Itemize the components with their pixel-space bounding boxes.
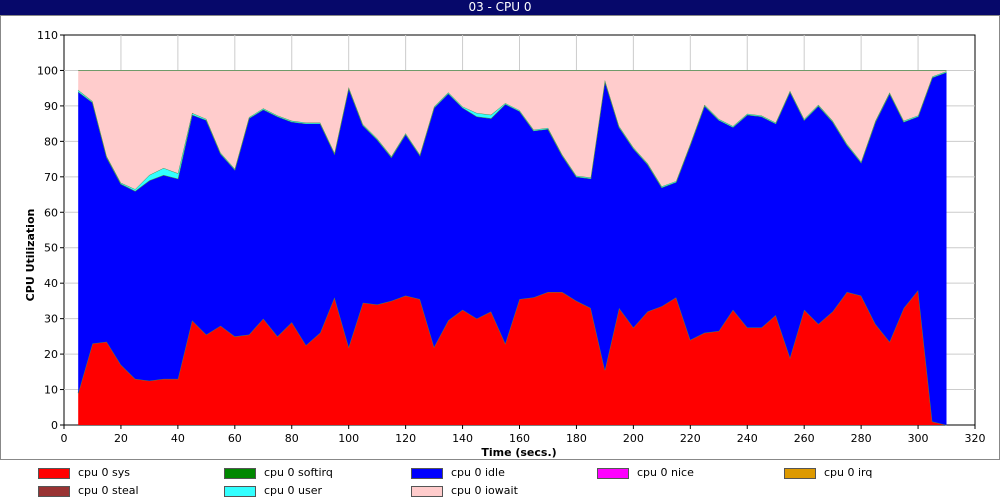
stacked-area-chart: 0 10 20 30 40 50 60 70 80 90 100 110 0 20 40 60 80 100 12… (0, 15, 1000, 460)
y-tick-label: 80 (44, 135, 58, 148)
chart-legend: cpu 0 sys cpu 0 softirq cpu 0 idle cpu 0 ni… (0, 462, 1000, 502)
series-areas (77, 70, 947, 426)
legend-swatch (411, 486, 443, 497)
series-area-cpu-0-idle (78, 72, 947, 425)
y-tick-label: 100 (37, 64, 58, 77)
window-title: 03 - CPU 0 (468, 0, 532, 14)
y-axis-ticks: 0 10 20 30 40 50 60 70 80 90 100 110 (37, 29, 64, 432)
legend-swatch (411, 468, 443, 479)
y-axis-label: CPU Utilization (24, 209, 37, 302)
y-tick-label: 0 (51, 419, 58, 432)
legend-swatch (784, 468, 816, 479)
y-tick-label: 10 (44, 384, 58, 397)
legend-label: cpu 0 irq (824, 466, 873, 479)
x-tick-label: 80 (285, 432, 299, 445)
x-tick-label: 160 (509, 432, 530, 445)
y-tick-label: 90 (44, 100, 58, 113)
x-axis-ticks: 0 20 40 60 80 100 120 140 160 180 200 220 240 260 280 3… (61, 425, 986, 445)
x-tick-label: 320 (965, 432, 986, 445)
legend-label: cpu 0 nice (637, 466, 694, 479)
x-tick-label: 220 (680, 432, 701, 445)
legend-label: cpu 0 steal (78, 484, 139, 497)
x-tick-label: 20 (114, 432, 128, 445)
y-tick-label: 40 (44, 277, 58, 290)
x-tick-label: 100 (338, 432, 359, 445)
x-tick-label: 300 (908, 432, 929, 445)
x-tick-label: 260 (794, 432, 815, 445)
legend-label: cpu 0 idle (451, 466, 505, 479)
x-tick-label: 40 (171, 432, 185, 445)
y-tick-label: 50 (44, 242, 58, 255)
series-area-cpu-0-iowait (78, 70, 947, 190)
x-tick-label: 140 (452, 432, 473, 445)
x-tick-label: 280 (851, 432, 872, 445)
x-tick-label: 60 (228, 432, 242, 445)
x-tick-label: 200 (623, 432, 644, 445)
legend-label: cpu 0 softirq (264, 466, 333, 479)
x-tick-label: 0 (61, 432, 68, 445)
legend-swatch (38, 486, 70, 497)
x-axis-label: Time (secs.) (481, 446, 556, 459)
legend-label: cpu 0 user (264, 484, 322, 497)
x-tick-label: 120 (395, 432, 416, 445)
series-area-cpu-0-sys (78, 290, 947, 425)
legend-swatch (224, 486, 256, 497)
y-tick-label: 70 (44, 171, 58, 184)
x-tick-label: 180 (566, 432, 587, 445)
legend-swatch (224, 468, 256, 479)
y-tick-label: 110 (37, 29, 58, 42)
legend-label: cpu 0 iowait (451, 484, 518, 497)
y-tick-label: 30 (44, 313, 58, 326)
y-tick-label: 60 (44, 206, 58, 219)
x-tick-label: 240 (737, 432, 758, 445)
y-tick-label: 20 (44, 348, 58, 361)
legend-swatch (38, 468, 70, 479)
legend-swatch (597, 468, 629, 479)
legend-label: cpu 0 sys (78, 466, 130, 479)
chart-title-bar: 03 - CPU 0 (0, 0, 1000, 15)
